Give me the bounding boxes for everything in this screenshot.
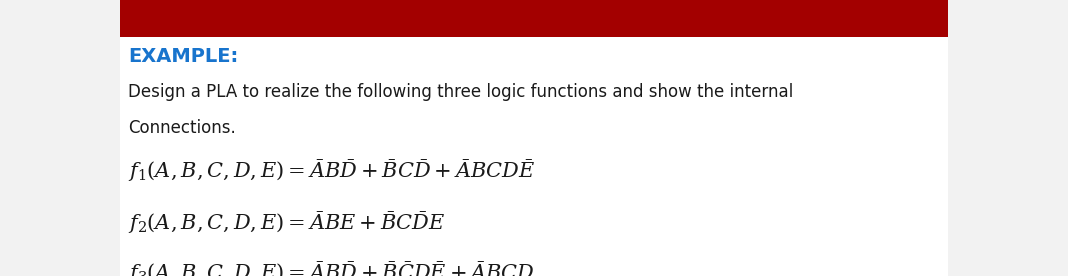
Text: Connections.: Connections. [128, 119, 236, 137]
FancyBboxPatch shape [120, 0, 948, 276]
Text: $\mathit{f}_1(A, B, C, D, E) = \bar{A}B\bar{D} + \bar{B}C\bar{D} + \bar{A}BCD\ba: $\mathit{f}_1(A, B, C, D, E) = \bar{A}B\… [128, 157, 535, 184]
Text: EXAMPLE:: EXAMPLE: [128, 47, 238, 66]
Text: Design a PLA to realize the following three logic functions and show the interna: Design a PLA to realize the following th… [128, 83, 794, 101]
Text: $\mathit{f}_3(A, B, C, D, E) = \bar{A}B\bar{D} + \bar{B}\bar{C}D\bar{E} + \bar{A: $\mathit{f}_3(A, B, C, D, E) = \bar{A}B\… [128, 259, 535, 276]
Text: $\mathit{f}_2(A, B, C, D, E) = \bar{A}BE + \bar{B}C\bar{D}E$: $\mathit{f}_2(A, B, C, D, E) = \bar{A}BE… [128, 210, 445, 236]
FancyBboxPatch shape [120, 0, 948, 37]
